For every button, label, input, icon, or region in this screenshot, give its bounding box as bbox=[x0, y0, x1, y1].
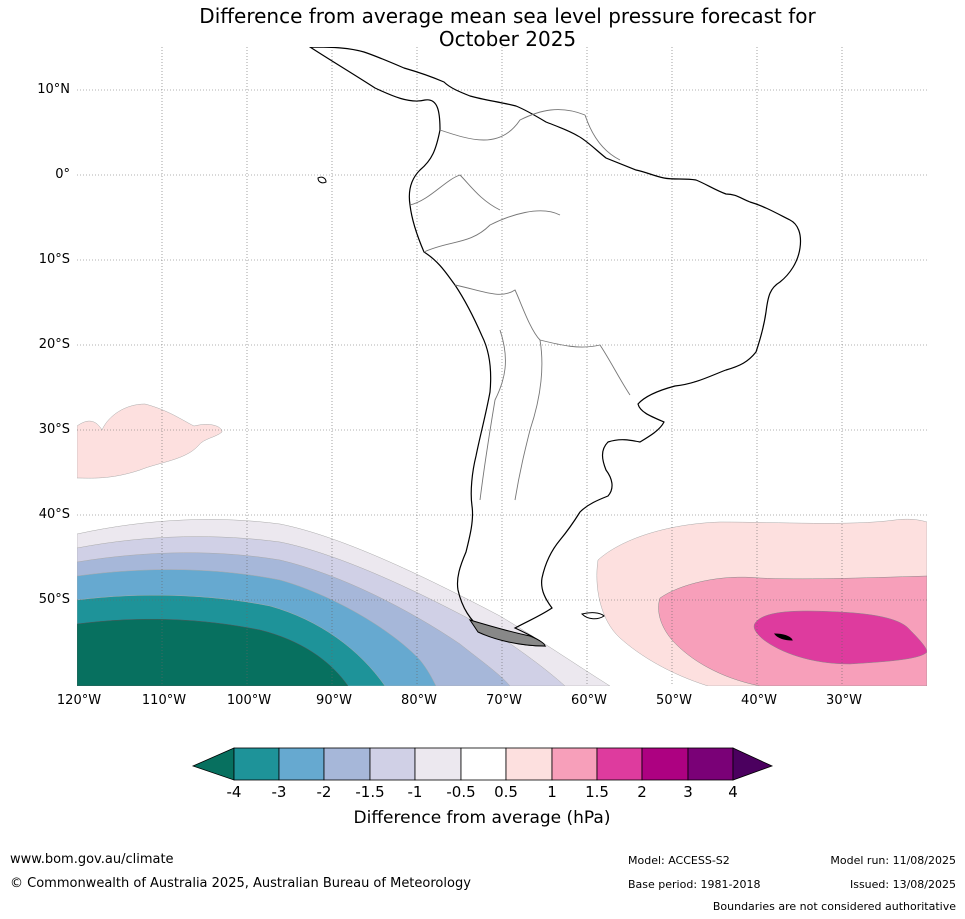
lon-label-80w: 80°W bbox=[401, 693, 437, 708]
colorbar-bin bbox=[687, 747, 734, 781]
lat-label-0: 0° bbox=[55, 167, 70, 182]
colorbar-tick: 1 bbox=[547, 783, 557, 801]
lat-label-10n: 10°N bbox=[37, 82, 70, 97]
negative-anomaly-region bbox=[77, 519, 611, 686]
title-line-1: Difference from average mean sea level p… bbox=[199, 4, 816, 28]
footer-disclaimer: Boundaries are not considered authoritat… bbox=[712, 900, 956, 913]
map-area bbox=[77, 47, 927, 686]
colorbar-tick: -1 bbox=[407, 783, 423, 801]
contour-minus-4 bbox=[77, 618, 349, 686]
colorbar bbox=[191, 747, 774, 781]
lat-label-50s: 50°S bbox=[38, 592, 70, 607]
colorbar-bin bbox=[551, 747, 598, 781]
colorbar-bin bbox=[369, 747, 416, 781]
lat-label-10s: 10°S bbox=[38, 252, 70, 267]
south-georgia bbox=[773, 633, 793, 641]
lon-label-40w: 40°W bbox=[741, 693, 777, 708]
footer-model-run: Model run: 11/08/2025 bbox=[830, 854, 956, 867]
graticule bbox=[77, 47, 927, 686]
colorbar-tick: 2 bbox=[637, 783, 647, 801]
tierra-del-fuego bbox=[468, 619, 546, 647]
colorbar-tick: -1.5 bbox=[355, 783, 385, 801]
galapagos-islands bbox=[317, 176, 327, 184]
colorbar-bin bbox=[596, 747, 643, 781]
country-boundaries bbox=[409, 109, 631, 501]
colorbar-bin bbox=[641, 747, 689, 781]
colorbar-tick: 4 bbox=[728, 783, 738, 801]
footer-base-period: Base period: 1981-2018 bbox=[628, 878, 761, 891]
lon-label-120w: 120°W bbox=[56, 693, 102, 708]
lon-label-100w: 100°W bbox=[226, 693, 272, 708]
lon-label-90w: 90°W bbox=[316, 693, 352, 708]
colorbar-tick: 1.5 bbox=[585, 783, 609, 801]
colorbar-tick: 0.5 bbox=[494, 783, 518, 801]
positive-anomaly-region bbox=[596, 518, 927, 686]
colorbar-tick: 3 bbox=[683, 783, 693, 801]
footer-issued: Issued: 13/08/2025 bbox=[849, 878, 956, 891]
lon-label-70w: 70°W bbox=[486, 693, 522, 708]
colorbar-tick: -2 bbox=[316, 783, 332, 801]
lon-label-110w: 110°W bbox=[141, 693, 187, 708]
south-america-coastline bbox=[308, 47, 802, 647]
colorbar-bin bbox=[323, 747, 371, 781]
falkland-islands bbox=[581, 612, 605, 620]
lat-label-30s: 30°S bbox=[38, 422, 70, 437]
colorbar-bin bbox=[233, 747, 280, 781]
footer-model: Model: ACCESS-S2 bbox=[628, 854, 730, 867]
colorbar-bin bbox=[460, 747, 507, 781]
footer-url[interactable]: www.bom.gov.au/climate bbox=[10, 852, 174, 867]
colorbar-tick: -4 bbox=[226, 783, 242, 801]
contour-plus-1.5 bbox=[753, 610, 927, 665]
colorbar-bin bbox=[505, 747, 553, 781]
lat-label-40s: 40°S bbox=[38, 507, 70, 522]
lon-label-30w: 30°W bbox=[826, 693, 862, 708]
title-line-2: October 2025 bbox=[438, 27, 577, 51]
lat-label-20s: 20°S bbox=[38, 337, 70, 352]
colorbar-extend-high bbox=[732, 747, 774, 781]
colorbar-extend-low bbox=[191, 747, 235, 781]
lon-label-50w: 50°W bbox=[656, 693, 692, 708]
colorbar-bin bbox=[278, 747, 325, 781]
colorbar-bin bbox=[414, 747, 462, 781]
lon-label-60w: 60°W bbox=[571, 693, 607, 708]
colorbar-label: Difference from average (hPa) bbox=[353, 808, 611, 828]
colorbar-tick: -0.5 bbox=[446, 783, 476, 801]
footer-copyright: © Commonwealth of Australia 2025, Austra… bbox=[10, 876, 471, 891]
map-title: Difference from average mean sea level p… bbox=[160, 5, 855, 51]
colorbar-tick: -3 bbox=[271, 783, 287, 801]
contour-plus-0.5-west bbox=[77, 403, 223, 479]
